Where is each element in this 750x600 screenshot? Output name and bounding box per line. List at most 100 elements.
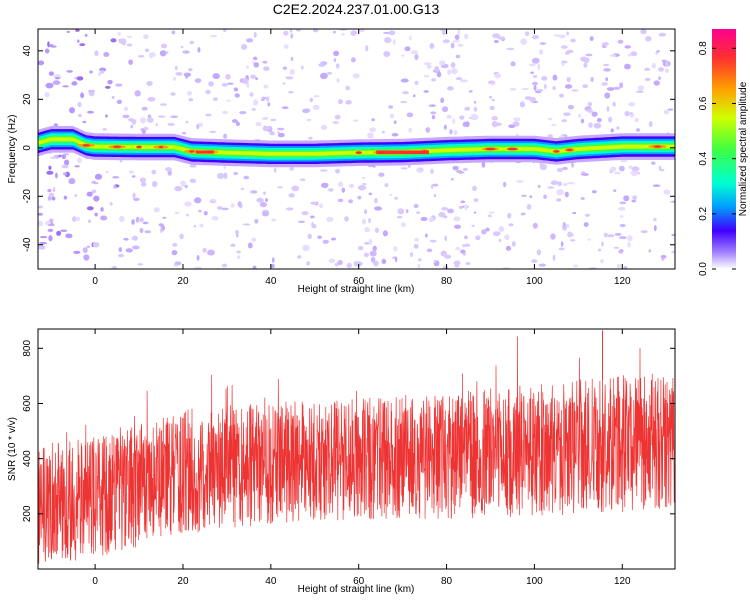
noise-speckle (363, 209, 368, 215)
noise-speckle (277, 127, 285, 131)
noise-speckle (531, 259, 538, 263)
noise-speckle (558, 34, 566, 39)
noise-speckle (277, 186, 284, 189)
noise-speckle (597, 248, 602, 252)
noise-speckle (253, 31, 257, 38)
noise-speckle (624, 111, 630, 117)
noise-speckle (392, 39, 396, 45)
noise-speckle (310, 201, 318, 205)
noise-speckle (297, 255, 302, 259)
noise-speckle (619, 223, 626, 228)
noise-speckle (392, 256, 396, 260)
noise-speckle (38, 220, 44, 227)
noise-speckle (536, 88, 544, 92)
noise-speckle (269, 131, 275, 136)
noise-speckle (401, 222, 406, 228)
noise-speckle (610, 128, 614, 133)
colorbar-label: Normalized spectral amplitude (738, 81, 749, 216)
colorbar-ticks: 0.0 0.2 0.4 0.6 0.8 (698, 41, 736, 276)
noise-speckle (105, 114, 108, 118)
noise-speckle (631, 166, 640, 172)
noise-speckle (119, 215, 125, 223)
noise-speckle (513, 117, 521, 122)
noise-speckle (47, 188, 52, 193)
noise-speckle (194, 266, 202, 269)
noise-speckle (583, 57, 590, 64)
noise-speckle (234, 93, 240, 98)
noise-speckle (460, 249, 466, 254)
noise-speckle (64, 159, 70, 166)
noise-speckle (389, 113, 395, 119)
noise-speckle (249, 92, 254, 97)
noise-speckle (619, 82, 624, 89)
noise-speckle (132, 192, 136, 199)
noise-speckle (550, 233, 556, 240)
noise-speckle (310, 215, 315, 219)
noise-speckle (252, 61, 255, 64)
noise-speckle (532, 222, 538, 229)
noise-speckle (89, 70, 93, 74)
ridge-hotspot-core (507, 147, 518, 151)
noise-speckle (119, 159, 123, 163)
noise-speckle (194, 78, 202, 84)
noise-speckle (426, 248, 433, 253)
noise-speckle (328, 188, 334, 192)
noise-speckle (134, 90, 141, 97)
noise-speckle (49, 218, 54, 223)
noise-speckle (491, 116, 498, 121)
noise-speckle (529, 96, 536, 103)
noise-speckle (357, 245, 364, 251)
y-tick-label: 800 (22, 340, 33, 357)
noise-speckle (182, 50, 190, 54)
noise-speckle (409, 35, 412, 41)
noise-speckle (404, 46, 411, 52)
noise-speckle (160, 227, 163, 234)
noise-speckle (632, 195, 638, 200)
noise-speckle (402, 91, 409, 95)
noise-speckle (455, 77, 463, 81)
noise-speckle (194, 197, 202, 204)
noise-speckle (394, 256, 398, 263)
noise-speckle (74, 165, 80, 168)
noise-speckle (39, 241, 47, 245)
noise-speckle (66, 70, 73, 73)
noise-speckle (91, 189, 97, 194)
noise-speckle (444, 235, 448, 242)
noise-speckle (391, 132, 399, 137)
noise-speckle (319, 203, 323, 209)
noise-speckle (629, 112, 634, 115)
noise-speckle (605, 77, 608, 82)
noise-speckle (566, 77, 571, 82)
noise-speckle (174, 211, 180, 215)
noise-speckle (221, 110, 228, 115)
noise-speckle (374, 227, 380, 233)
noise-speckle (508, 124, 516, 129)
noise-speckle (144, 48, 150, 53)
noise-speckle (125, 248, 133, 253)
noise-speckle (371, 118, 375, 122)
noise-speckle (137, 54, 145, 58)
noise-speckle (368, 192, 373, 196)
noise-speckle (436, 71, 442, 78)
noise-speckle (457, 29, 461, 36)
noise-speckle (289, 166, 295, 171)
noise-speckle (118, 247, 123, 253)
noise-speckle (253, 99, 259, 106)
noise-speckle (658, 67, 665, 72)
noise-speckle (629, 113, 635, 118)
x-tick-label: 0 (92, 576, 98, 587)
noise-speckle (521, 194, 527, 197)
noise-speckle (241, 78, 249, 85)
x-tick-label: 20 (177, 276, 189, 287)
noise-speckle (38, 245, 46, 250)
noise-speckle (111, 265, 118, 269)
noise-speckle (335, 168, 341, 174)
noise-speckle (211, 199, 217, 202)
noise-speckle (49, 44, 54, 48)
noise-speckle (266, 96, 270, 102)
noise-speckle (160, 43, 168, 49)
noise-speckle (648, 249, 652, 253)
noise-speckle (217, 172, 224, 180)
noise-speckle (426, 64, 432, 69)
noise-speckle (587, 109, 594, 113)
